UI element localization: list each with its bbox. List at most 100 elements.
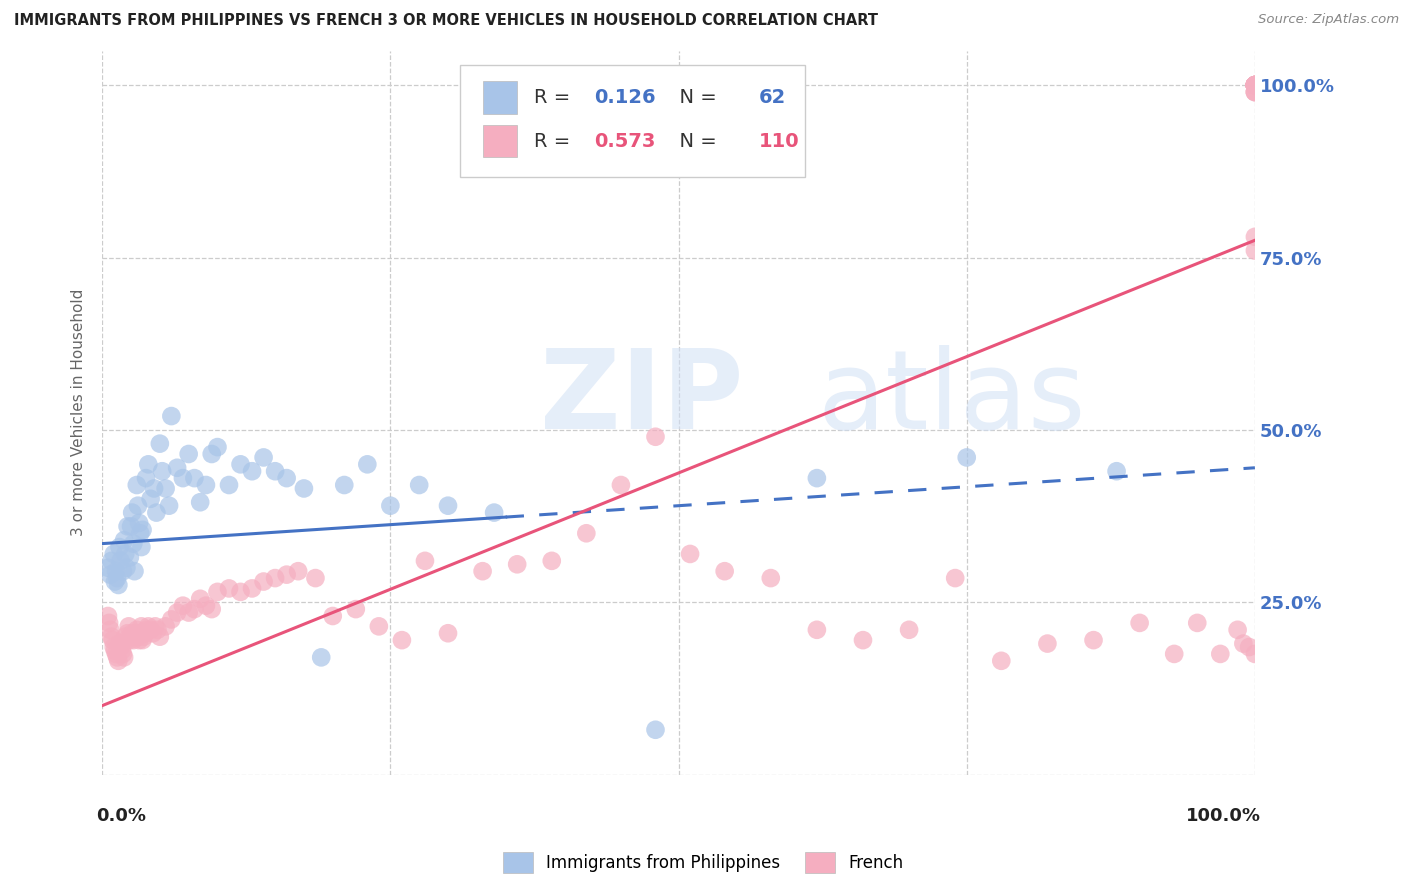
Point [121,506,143,520]
Point [610,478,633,492]
Point [679,547,702,561]
Point [1232,637,1254,651]
Point [97,609,120,624]
Point [252,450,274,465]
Point [201,602,224,616]
Point [160,409,183,423]
Point [304,571,326,585]
Point [943,571,966,585]
Point [105,564,128,578]
Text: 0.0%: 0.0% [97,807,146,825]
Point [194,599,217,613]
Point [1244,78,1267,92]
Point [131,540,153,554]
Point [108,637,131,651]
Point [105,650,128,665]
Point [143,482,166,496]
Point [1244,78,1267,92]
Point [101,633,124,648]
Point [759,571,782,585]
Point [482,506,505,520]
Point [149,630,172,644]
Point [103,640,125,654]
Point [157,499,180,513]
Point [131,633,153,648]
Point [98,567,121,582]
Point [437,499,460,513]
Point [149,436,172,450]
Point [1244,78,1267,92]
Text: ZIP: ZIP [540,344,744,451]
Point [1244,78,1267,92]
Point [1244,78,1267,92]
Point [103,547,125,561]
Point [118,619,141,633]
FancyBboxPatch shape [482,125,517,158]
Point [112,650,135,665]
Point [136,619,159,633]
Y-axis label: 3 or more Vehicles in Household: 3 or more Vehicles in Household [72,289,86,536]
Point [471,564,494,578]
Text: Source: ZipAtlas.com: Source: ZipAtlas.com [1258,13,1399,27]
Point [111,564,134,578]
Point [391,633,413,648]
Point [183,602,205,616]
Point [155,482,177,496]
Point [145,506,167,520]
Text: 62: 62 [759,88,786,107]
Text: 100.0%: 100.0% [1185,807,1261,825]
Text: IMMIGRANTS FROM PHILIPPINES VS FRENCH 3 OR MORE VEHICLES IN HOUSEHOLD CORRELATIO: IMMIGRANTS FROM PHILIPPINES VS FRENCH 3 … [14,13,879,29]
Point [155,619,177,633]
Point [117,519,139,533]
Point [118,550,141,565]
Point [1163,647,1185,661]
Point [117,626,139,640]
Point [344,602,367,616]
Point [110,640,132,654]
Point [1187,615,1209,630]
Text: atlas: atlas [817,344,1085,451]
Point [540,554,562,568]
Point [1244,85,1267,99]
Point [1244,78,1267,92]
Point [124,626,146,640]
Legend: Immigrants from Philippines, French: Immigrants from Philippines, French [496,846,910,880]
Point [112,533,135,548]
Point [160,612,183,626]
Point [104,643,127,657]
Point [201,447,224,461]
Point [98,623,121,637]
Point [107,578,129,592]
Point [1244,78,1267,92]
Point [287,564,309,578]
Point [194,478,217,492]
Point [131,619,153,633]
Point [118,633,141,648]
Point [1244,78,1267,92]
Point [506,558,529,572]
Point [172,471,194,485]
Point [806,471,828,485]
Point [128,633,150,648]
Point [125,478,148,492]
Point [229,458,252,472]
Point [207,585,229,599]
Point [1244,78,1267,92]
Point [413,554,436,568]
Point [172,599,194,613]
Point [188,591,211,606]
Point [122,536,145,550]
Point [356,458,378,472]
Point [644,430,666,444]
Point [1244,78,1267,92]
Point [98,615,121,630]
Point [122,633,145,648]
Point [264,464,287,478]
Point [218,478,240,492]
Point [177,606,200,620]
Point [1244,85,1267,99]
FancyBboxPatch shape [482,81,517,114]
Point [292,482,315,496]
Point [322,609,344,624]
Point [115,633,138,648]
